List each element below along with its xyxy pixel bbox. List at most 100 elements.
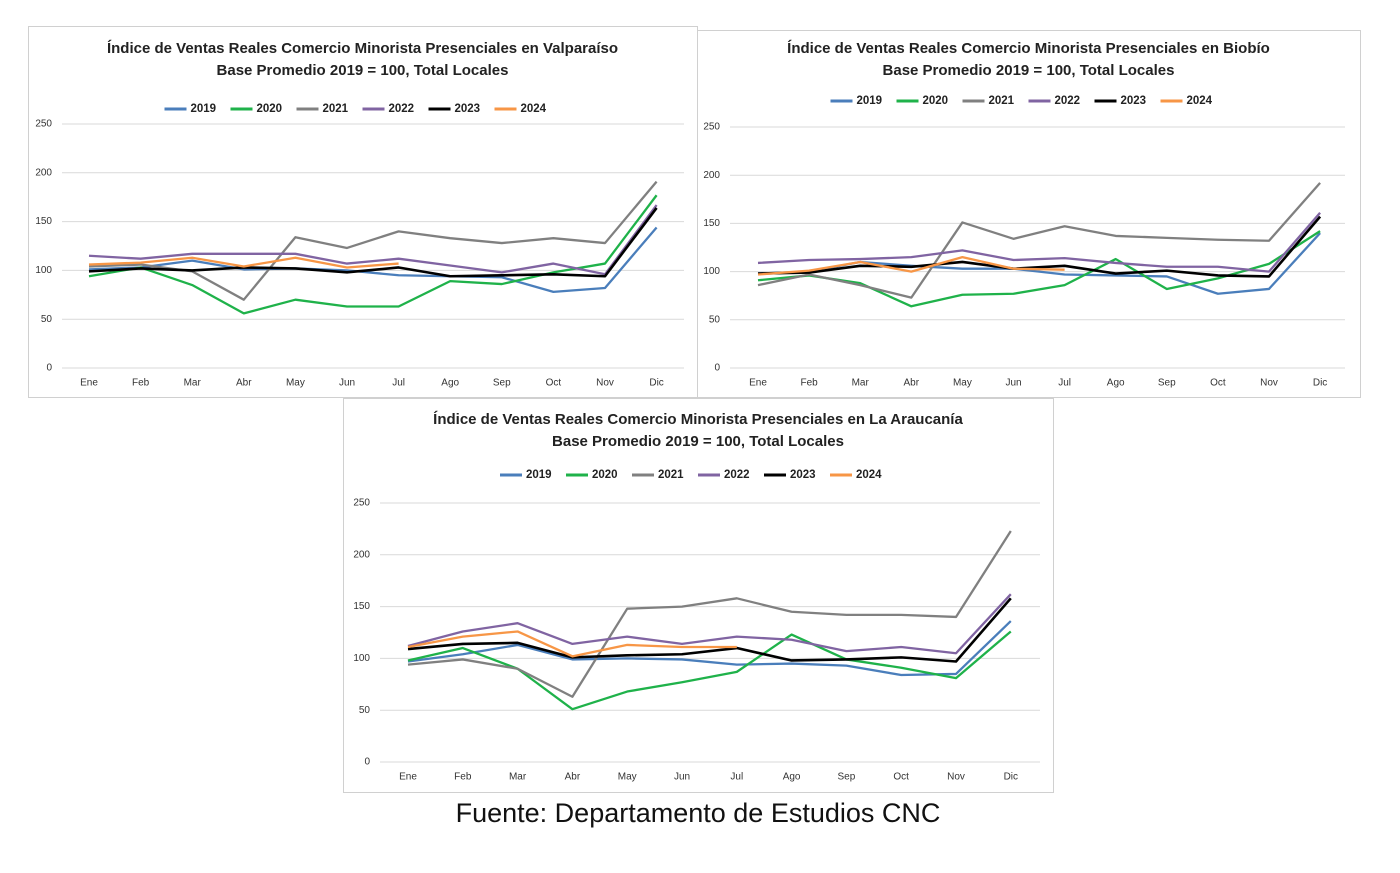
series-line [88, 207, 658, 278]
series-line [88, 256, 399, 269]
x-tick-label: May [618, 772, 637, 783]
chart-title: Índice de Ventas Reales Comercio Minoris… [787, 40, 1270, 57]
x-tick-label: May [286, 378, 305, 389]
series-line [88, 204, 658, 276]
chart-subtitle: Base Promedio 2019 = 100, Total Locales [883, 62, 1175, 79]
x-tick-label: Abr [236, 378, 252, 389]
series-line [88, 194, 658, 315]
legend-label: 2022 [724, 469, 750, 481]
x-tick-label: Oct [1210, 378, 1226, 389]
legend-label: 2024 [856, 469, 882, 481]
legend-label: 2022 [389, 103, 415, 115]
x-tick-label: Dic [1313, 378, 1327, 389]
x-tick-label: Ene [749, 378, 767, 389]
legend-label: 2019 [857, 95, 883, 107]
legend-label: 2019 [526, 469, 552, 481]
legend-label: 2023 [455, 103, 481, 115]
y-tick-label: 100 [353, 653, 370, 664]
legend-label: 2021 [658, 469, 684, 481]
x-tick-label: Oct [893, 772, 909, 783]
x-tick-label: Feb [132, 378, 150, 389]
series-line [407, 630, 737, 658]
series-line [757, 215, 1322, 278]
legend-label: 2021 [989, 95, 1015, 107]
x-tick-label: Ago [783, 772, 801, 783]
x-tick-label: Sep [1158, 378, 1176, 389]
y-tick-label: 0 [46, 363, 52, 374]
y-tick-label: 150 [35, 216, 52, 227]
y-tick-label: 250 [353, 498, 370, 509]
x-tick-label: Oct [546, 378, 562, 389]
x-tick-label: Mar [509, 772, 527, 783]
y-tick-label: 100 [703, 266, 720, 277]
x-tick-label: Jul [1058, 378, 1071, 389]
x-tick-label: Abr [565, 772, 581, 783]
x-tick-label: Jun [1005, 378, 1021, 389]
source: Fuente: Departamento de Estudios CNC [456, 798, 941, 828]
y-tick-label: 100 [35, 265, 52, 276]
chart-frame [28, 26, 698, 398]
x-tick-label: Ene [399, 772, 417, 783]
x-tick-label: Mar [852, 378, 870, 389]
y-tick-label: 50 [359, 705, 371, 716]
x-tick-label: May [953, 378, 972, 389]
series-line [407, 597, 1012, 663]
series-line [88, 226, 658, 294]
y-tick-label: 200 [35, 167, 52, 178]
legend-label: 2020 [592, 469, 618, 481]
chart-subtitle: Base Promedio 2019 = 100, Total Locales [217, 62, 509, 79]
chart-subtitle: Base Promedio 2019 = 100, Total Locales [552, 433, 844, 450]
y-tick-label: 150 [353, 601, 370, 612]
x-tick-label: Sep [838, 772, 856, 783]
legend-label: 2019 [191, 103, 217, 115]
series-line [757, 232, 1321, 295]
legend-label: 2020 [257, 103, 283, 115]
y-tick-label: 50 [709, 314, 721, 325]
x-tick-label: Mar [184, 378, 202, 389]
legend-label: 2023 [1121, 95, 1147, 107]
x-tick-label: Jun [674, 772, 690, 783]
x-tick-label: Feb [800, 378, 818, 389]
y-tick-label: 0 [714, 363, 720, 374]
y-tick-label: 50 [41, 314, 53, 325]
x-tick-label: Abr [904, 378, 920, 389]
series-line [757, 212, 1321, 273]
x-tick-label: Feb [454, 772, 472, 783]
legend-label: 2022 [1055, 95, 1081, 107]
legend-label: 2021 [323, 103, 349, 115]
y-tick-label: 250 [703, 122, 720, 133]
legend-label: 2020 [923, 95, 949, 107]
x-tick-label: Dic [649, 378, 663, 389]
legend-label: 2023 [790, 469, 816, 481]
y-tick-label: 200 [703, 170, 720, 181]
x-tick-label: Sep [493, 378, 511, 389]
y-tick-label: 0 [364, 757, 370, 768]
y-tick-label: 250 [35, 119, 52, 130]
series-line [757, 182, 1321, 299]
series-line [407, 630, 1012, 711]
series-line [88, 180, 658, 301]
x-tick-label: Nov [596, 378, 614, 389]
y-tick-label: 200 [353, 549, 370, 560]
x-tick-label: Ago [441, 378, 459, 389]
x-tick-label: Ene [80, 378, 98, 389]
chart-frame [697, 30, 1361, 398]
x-tick-label: Nov [947, 772, 965, 783]
x-tick-label: Nov [1260, 378, 1278, 389]
x-tick-label: Jun [339, 378, 355, 389]
series-line [407, 620, 1012, 677]
chart-frame [343, 398, 1054, 793]
x-tick-label: Dic [1004, 772, 1018, 783]
x-tick-label: Ago [1107, 378, 1125, 389]
y-tick-label: 150 [703, 218, 720, 229]
chart-title: Índice de Ventas Reales Comercio Minoris… [107, 40, 618, 57]
x-tick-label: Jul [392, 378, 405, 389]
chart-title: Índice de Ventas Reales Comercio Minoris… [433, 411, 963, 428]
series-line [407, 593, 1012, 655]
series-line [407, 530, 1012, 698]
legend-label: 2024 [1187, 95, 1213, 107]
legend-label: 2024 [521, 103, 547, 115]
x-tick-label: Jul [730, 772, 743, 783]
series-line [757, 255, 1065, 276]
